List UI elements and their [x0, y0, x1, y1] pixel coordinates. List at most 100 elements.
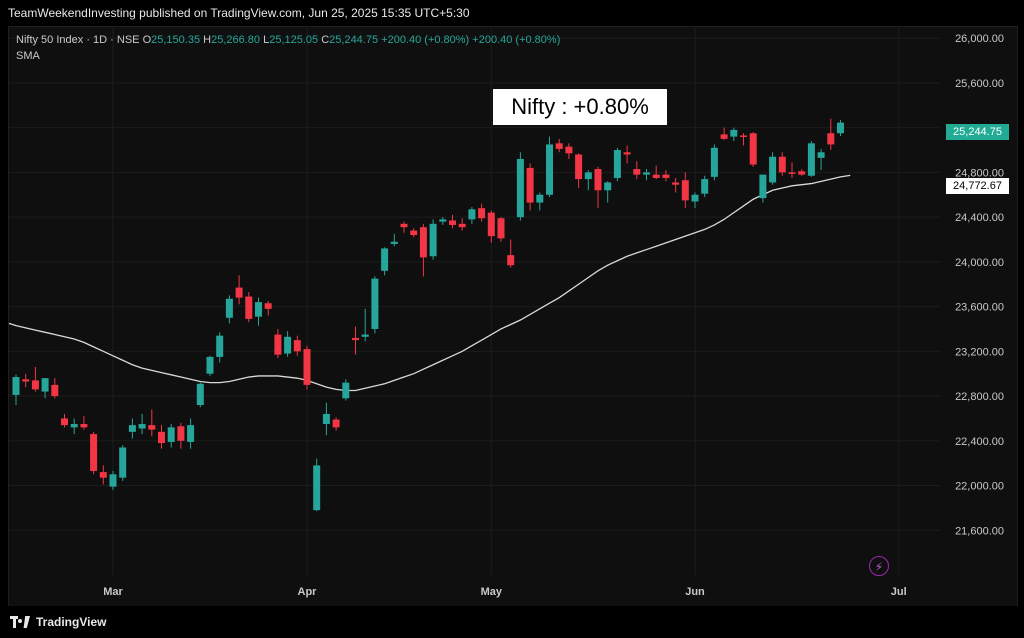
candle-body: [778, 156, 786, 173]
grid-lines: [9, 27, 940, 575]
candle-body: [546, 144, 553, 195]
y-tick-label: 22,800.00: [955, 391, 1004, 403]
footer: TradingView: [0, 606, 1024, 638]
candle-body: [555, 143, 563, 149]
candle-body: [381, 248, 389, 271]
y-tick-label: 26,000.00: [955, 33, 1004, 45]
candle: [701, 175, 709, 197]
candle: [177, 422, 185, 449]
candle-body: [41, 378, 49, 392]
candle: [361, 308, 369, 342]
candle: [798, 169, 806, 176]
sma-legend[interactable]: SMA: [16, 50, 40, 62]
lightning-icon[interactable]: ⚡: [869, 556, 889, 576]
candle-body: [817, 152, 825, 158]
candle: [31, 366, 39, 392]
candle: [109, 470, 117, 491]
y-tick-label: 24,000.00: [955, 257, 1004, 269]
low-value: 25,125.05: [269, 34, 319, 46]
candle-body: [322, 413, 330, 425]
candle-body: [22, 379, 30, 382]
candle: [255, 297, 262, 326]
candle: [158, 425, 165, 449]
candle: [643, 169, 650, 181]
candle: [264, 301, 272, 316]
candle: [740, 133, 747, 146]
candle: [749, 132, 757, 167]
candle: [691, 192, 699, 209]
candle: [90, 431, 98, 475]
candle: [565, 143, 573, 159]
candle: [99, 465, 107, 485]
symbol-legend: Nifty 50 Index · 1D · NSE O25,150.35 H25…: [16, 34, 561, 62]
candle: [507, 239, 515, 268]
candle-body: [255, 302, 262, 317]
candle: [41, 378, 49, 399]
candle: [769, 152, 777, 185]
candle: [419, 223, 427, 277]
candle: [662, 170, 670, 182]
candle: [710, 144, 718, 181]
candle-body: [158, 431, 165, 444]
y-tick-label: 23,600.00: [955, 302, 1004, 314]
candle: [759, 174, 767, 203]
candle: [604, 181, 612, 203]
candle: [788, 162, 796, 178]
candle: [837, 119, 844, 137]
candle-body: [342, 382, 350, 399]
candle: [196, 382, 204, 408]
y-tick-label: 25,600.00: [955, 78, 1004, 90]
candle: [575, 153, 583, 189]
candle: [400, 221, 408, 233]
sma-line: [8, 174, 851, 392]
x-tick-label: May: [481, 586, 503, 598]
annotation-box[interactable]: Nifty : +0.80%: [493, 89, 667, 125]
candle-body: [274, 334, 282, 355]
candle: [225, 295, 233, 324]
candle: [478, 203, 486, 222]
candle-body: [206, 356, 214, 374]
x-tick-label: Apr: [298, 586, 318, 598]
candle-body: [245, 296, 253, 319]
candle-body: [594, 169, 602, 191]
candle: [216, 332, 224, 363]
candle-body: [584, 172, 592, 180]
candle: [613, 147, 621, 182]
candle-body: [565, 146, 573, 154]
candle: [633, 161, 641, 180]
candle: [274, 328, 282, 359]
candle: [352, 326, 359, 355]
candle-body: [468, 209, 476, 220]
candle-body: [837, 122, 844, 134]
candle: [778, 152, 786, 176]
y-tick-label: 23,200.00: [955, 346, 1004, 358]
y-tick-label: 24,800.00: [955, 167, 1004, 179]
candle: [12, 374, 20, 406]
change-value: +200.40 (+0.80%): [381, 34, 470, 46]
candle-body: [827, 133, 835, 145]
candle-body: [643, 172, 650, 175]
candle-body: [313, 465, 321, 511]
candle-body: [70, 424, 78, 428]
y-tick-label: 24,400.00: [955, 212, 1004, 224]
candle-body: [99, 472, 107, 478]
candle-body: [400, 223, 408, 228]
price-axis: 21,600.00 22,000.00 22,400.00 22,800.00 23,2…: [955, 33, 1004, 537]
candle-body: [419, 227, 427, 258]
candle-body: [352, 337, 359, 341]
candle-body: [439, 219, 447, 222]
candle: [206, 355, 214, 376]
candle-body: [303, 349, 311, 385]
candle: [70, 418, 78, 435]
candle-body: [769, 156, 777, 183]
candle-body: [138, 424, 146, 429]
tradingview-logo[interactable]: TradingView: [10, 615, 106, 629]
candle: [138, 413, 146, 435]
candle-body: [80, 424, 88, 428]
candle-body: [449, 220, 456, 225]
candle: [536, 192, 544, 211]
candle-body: [458, 223, 466, 228]
candle: [61, 413, 68, 428]
symbol-name: Nifty 50 Index · 1D · NSE: [16, 34, 140, 46]
